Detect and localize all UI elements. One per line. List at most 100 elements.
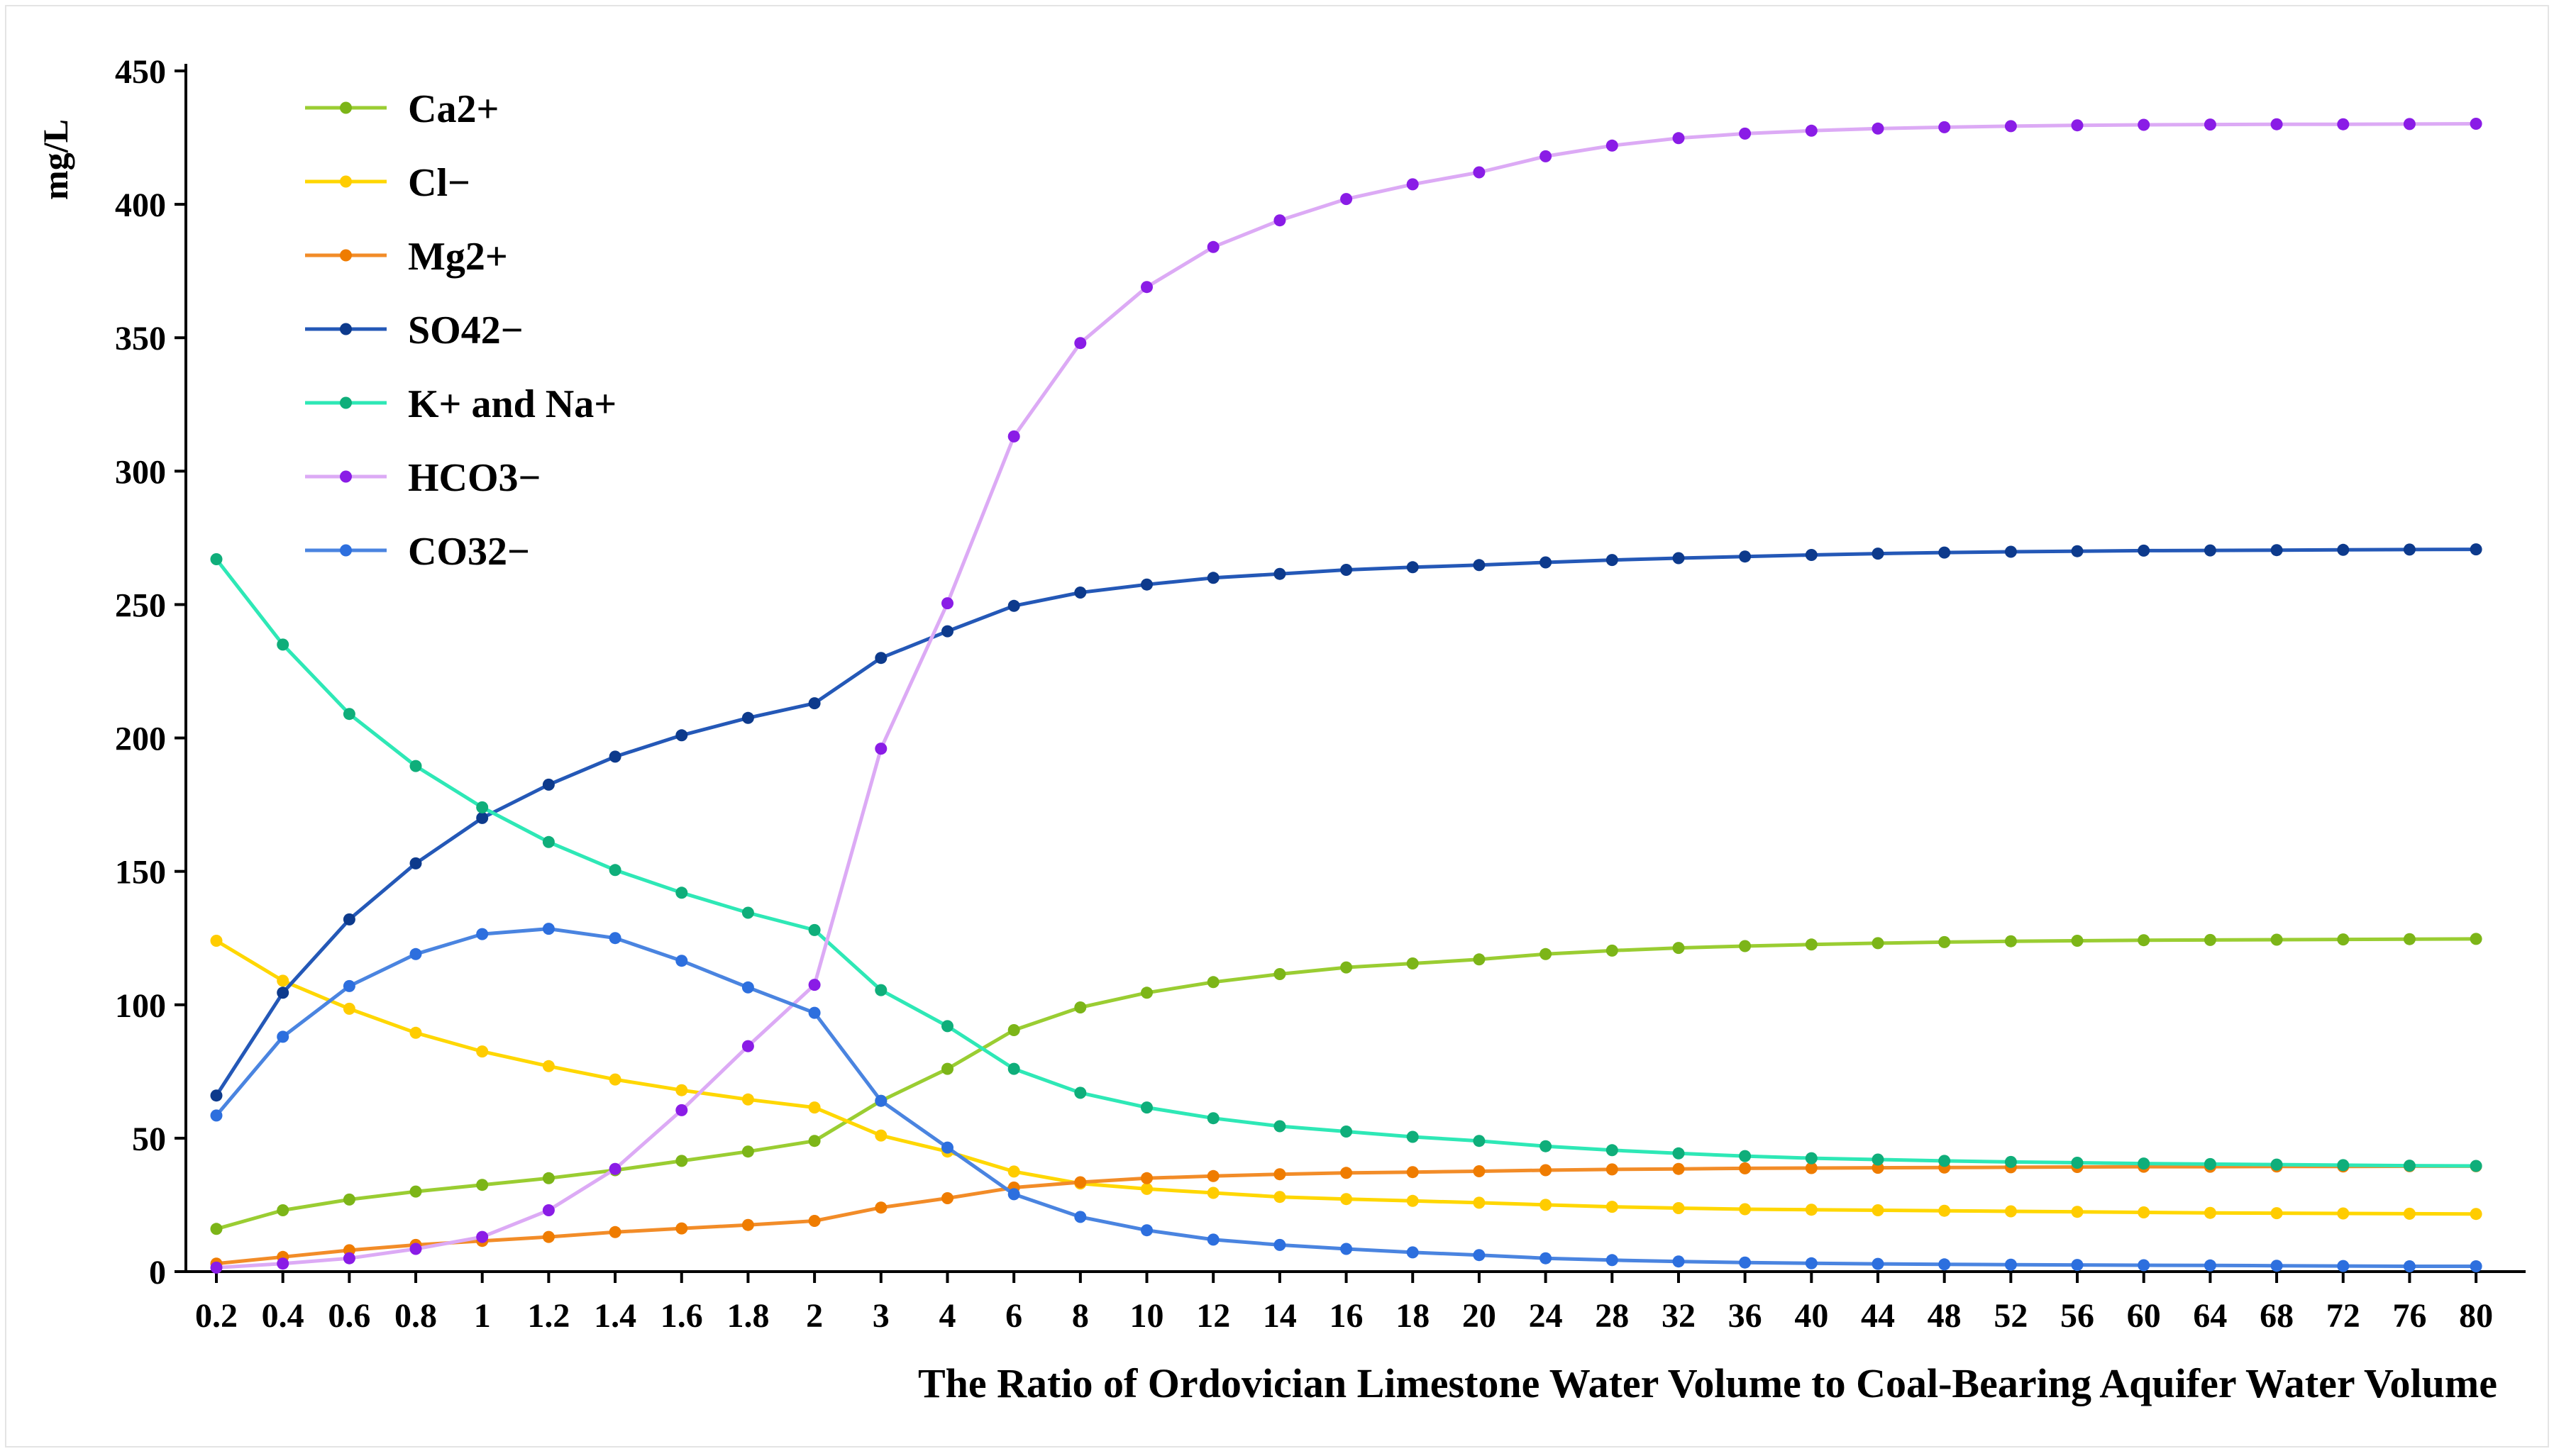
- data-point: [277, 638, 289, 651]
- data-point: [1805, 124, 1818, 137]
- data-point: [2138, 118, 2150, 131]
- data-point: [1938, 1155, 1951, 1167]
- series-line: [216, 937, 2477, 1231]
- data-point: [2204, 1157, 2216, 1170]
- series-3: [210, 543, 2482, 1102]
- data-point: [476, 811, 489, 824]
- data-point: [1007, 1024, 1020, 1036]
- data-point: [1406, 1130, 1419, 1143]
- data-point: [1007, 1062, 1020, 1075]
- data-point: [2204, 1206, 2216, 1219]
- data-point: [1539, 556, 1552, 569]
- x-tick-label: 14: [1263, 1297, 1297, 1335]
- data-point: [2270, 544, 2283, 557]
- x-tick-label: 52: [1994, 1297, 2028, 1335]
- data-point: [741, 1145, 754, 1158]
- x-tick-label: 44: [1861, 1297, 1895, 1335]
- x-tick-label: 1: [474, 1297, 491, 1335]
- data-point: [1207, 240, 1220, 253]
- data-point: [941, 1141, 953, 1154]
- data-point: [1672, 1255, 1685, 1268]
- data-point: [277, 987, 289, 999]
- data-point: [2071, 1259, 2084, 1272]
- data-point: [1672, 132, 1685, 145]
- data-point: [343, 1193, 355, 1206]
- data-point: [1340, 1243, 1353, 1255]
- data-point: [808, 979, 821, 991]
- data-point: [2470, 1208, 2482, 1221]
- data-point: [1605, 139, 1618, 152]
- data-point: [2470, 543, 2482, 556]
- data-point: [542, 1230, 555, 1243]
- x-axis-label: The Ratio of Ordovician Limestone Water …: [918, 1360, 2497, 1406]
- data-point: [875, 984, 888, 996]
- data-point: [1340, 1126, 1353, 1138]
- data-point: [1473, 953, 1486, 966]
- x-tick-label: 64: [2193, 1297, 2227, 1335]
- x-tick-label: 24: [1529, 1297, 1563, 1335]
- x-tick-label: 10: [1130, 1297, 1164, 1335]
- legend: Ca2+ Cl− Mg2+ SO42− K+ and Na+ HCO3− CO32−: [305, 87, 617, 574]
- data-point: [2270, 933, 2283, 946]
- data-point: [2004, 120, 2017, 133]
- data-point: [1340, 1167, 1353, 1179]
- legend-item: Cl−: [305, 161, 470, 205]
- x-tick-label: 16: [1329, 1297, 1364, 1335]
- data-point: [1872, 937, 1884, 950]
- data-point: [1805, 938, 1818, 951]
- data-point: [409, 857, 422, 869]
- data-point: [941, 597, 953, 610]
- axes: 0 50 100 150 200 250 300 350 400 450 0.2 0.4 0.6 0.8 1…: [115, 53, 2526, 1335]
- series-line: [216, 122, 2477, 1269]
- data-point: [941, 1062, 953, 1075]
- data-point: [1938, 121, 1951, 133]
- data-point: [1074, 1211, 1087, 1223]
- data-point: [1074, 1001, 1087, 1013]
- data-point: [2071, 119, 2084, 132]
- data-point: [675, 1155, 688, 1167]
- data-point: [1473, 1196, 1486, 1209]
- legend-item: K+ and Na+: [305, 382, 617, 426]
- data-point: [675, 887, 688, 899]
- data-point: [2403, 933, 2416, 945]
- data-point: [1805, 1152, 1818, 1165]
- data-point: [1872, 1204, 1884, 1216]
- data-point: [409, 1026, 422, 1039]
- data-point: [2004, 1205, 2017, 1218]
- x-tick-label: 0.2: [195, 1297, 238, 1335]
- data-point: [1141, 1182, 1153, 1195]
- data-point: [1007, 1165, 1020, 1178]
- data-point: [210, 1089, 223, 1102]
- data-point: [2138, 544, 2150, 557]
- data-point: [409, 1185, 422, 1198]
- data-point: [1605, 554, 1618, 567]
- data-point: [476, 1230, 489, 1243]
- x-tick-label: 0.8: [394, 1297, 437, 1335]
- x-tick-label: 6: [1005, 1297, 1022, 1335]
- data-point: [1739, 1162, 1752, 1174]
- data-point: [1739, 550, 1752, 563]
- x-tick-label: 18: [1395, 1297, 1430, 1335]
- legend-swatch-marker: [340, 396, 352, 409]
- series-layer: [210, 118, 2482, 1274]
- legend-swatch-marker: [340, 249, 352, 262]
- data-point: [1739, 127, 1752, 140]
- data-point: [675, 955, 688, 967]
- data-point: [741, 906, 754, 919]
- data-point: [2470, 1260, 2482, 1272]
- data-point: [1007, 599, 1020, 612]
- data-point: [210, 1109, 223, 1122]
- data-point: [2270, 118, 2283, 130]
- y-tick-label: 0: [149, 1254, 166, 1291]
- data-point: [1473, 1249, 1486, 1262]
- data-point: [1207, 976, 1220, 989]
- y-tick-label: 150: [115, 854, 166, 891]
- data-point: [1273, 1238, 1286, 1251]
- data-point: [675, 1222, 688, 1235]
- series-1: [210, 935, 2482, 1221]
- data-point: [1872, 122, 1884, 135]
- data-point: [1805, 1162, 1818, 1174]
- data-point: [875, 743, 888, 755]
- y-tick-label: 350: [115, 320, 166, 357]
- data-point: [1672, 552, 1685, 565]
